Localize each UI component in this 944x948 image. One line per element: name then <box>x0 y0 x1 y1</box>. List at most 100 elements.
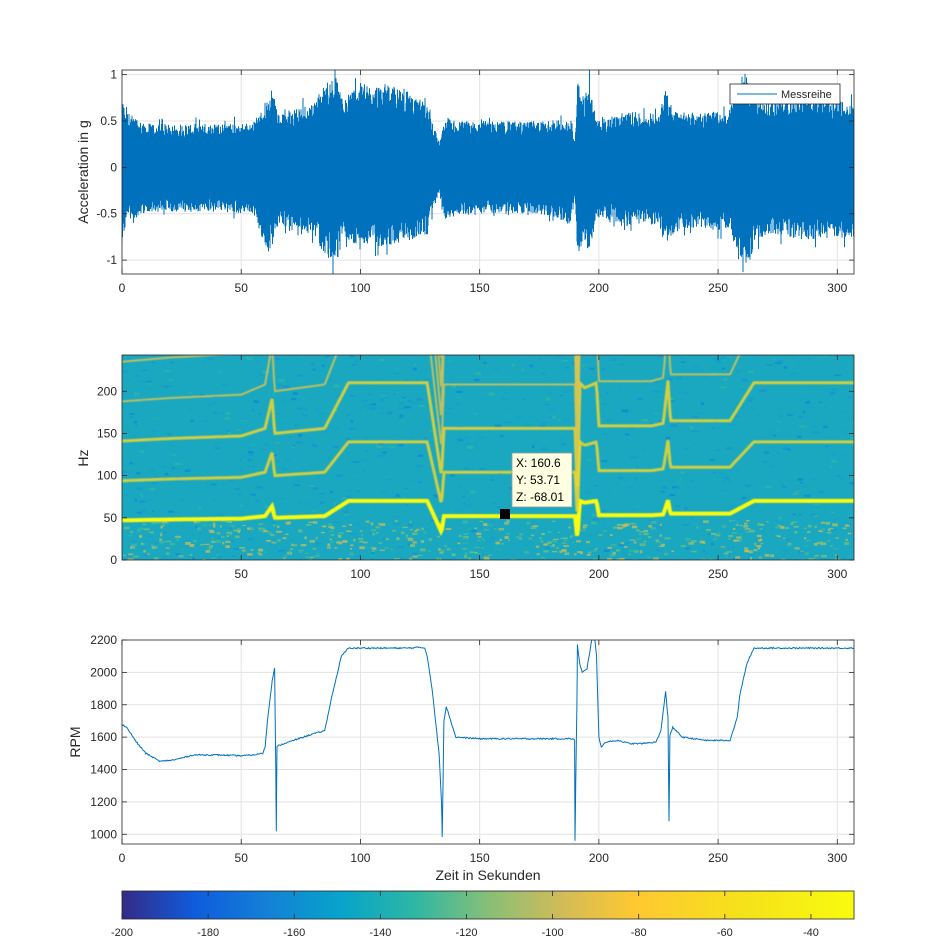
noise-speck <box>636 466 639 470</box>
noise-speck <box>211 401 217 404</box>
lowfreq-speck <box>794 547 800 550</box>
noise-speck <box>167 510 174 513</box>
lowfreq-speck <box>359 530 363 532</box>
acceleration-trace <box>122 70 854 274</box>
noise-speck <box>300 380 303 384</box>
lowfreq-speck <box>165 540 172 543</box>
noise-speck <box>302 357 305 360</box>
noise-speck <box>676 376 683 380</box>
colorbar-ticks: -200 -180 -160 -140 -120 -100 -80 -60 -40 <box>111 891 819 939</box>
noise-speck <box>560 438 565 441</box>
lowfreq-speck <box>127 558 134 560</box>
noise-speck <box>368 403 373 405</box>
lowfreq-speck <box>814 555 819 557</box>
noise-speck <box>336 474 342 477</box>
lowfreq-speck <box>267 540 271 542</box>
lowfreq-speck <box>327 543 331 546</box>
noise-speck <box>228 493 235 495</box>
lowfreq-speck <box>474 551 478 554</box>
lowfreq-speck <box>702 520 709 524</box>
noise-speck <box>448 359 454 363</box>
noise-speck <box>363 404 370 407</box>
lowfreq-speck <box>706 529 711 532</box>
noise-speck <box>848 523 851 526</box>
lowfreq-speck <box>458 535 462 537</box>
noise-speck <box>146 549 153 552</box>
noise-speck <box>562 390 569 393</box>
noise-speck <box>704 552 708 555</box>
noise-speck <box>537 357 542 361</box>
noise-speck <box>695 430 698 432</box>
noise-speck <box>423 474 427 477</box>
noise-speck <box>768 429 775 432</box>
noise-speck <box>501 385 507 388</box>
noise-speck <box>433 471 440 474</box>
noise-speck <box>378 406 384 409</box>
noise-speck <box>284 500 292 502</box>
lowfreq-speck <box>616 524 621 527</box>
noise-speck <box>154 542 159 545</box>
lowfreq-speck <box>409 529 413 531</box>
lowfreq-speck <box>226 531 233 535</box>
noise-speck <box>589 367 595 370</box>
lowfreq-speck <box>229 533 233 536</box>
noise-speck <box>392 515 399 518</box>
lowfreq-speck <box>338 534 342 538</box>
noise-speck <box>369 516 373 519</box>
noise-speck <box>132 435 136 437</box>
lowfreq-speck <box>620 542 625 545</box>
lowfreq-speck <box>588 551 592 553</box>
noise-speck <box>292 392 298 395</box>
noise-speck <box>820 404 824 406</box>
noise-speck <box>414 364 417 367</box>
noise-speck <box>641 418 648 422</box>
noise-speck <box>458 439 463 442</box>
noise-speck <box>646 556 651 559</box>
y-tick-label: 100 <box>97 469 117 483</box>
noise-speck <box>369 407 376 410</box>
axes-3-frame <box>121 639 855 845</box>
lowfreq-speck <box>259 527 266 531</box>
noise-speck <box>772 358 776 360</box>
lowfreq-speck <box>290 548 294 550</box>
lowfreq-speck <box>844 542 849 545</box>
lowfreq-speck <box>826 532 832 534</box>
lowfreq-speck <box>216 554 219 556</box>
noise-speck <box>259 529 262 532</box>
lowfreq-speck <box>423 531 427 534</box>
noise-speck <box>718 397 721 400</box>
noise-speck <box>713 471 716 475</box>
x-axis-label-3: Zeit in Sekunden <box>435 867 540 883</box>
noise-speck <box>228 539 235 542</box>
y-tick-label: 0 <box>110 553 117 567</box>
lowfreq-speck <box>166 521 170 524</box>
lowfreq-speck <box>306 523 312 526</box>
noise-speck <box>152 430 157 432</box>
noise-speck <box>412 552 418 555</box>
harmonic-4 <box>122 355 741 463</box>
lowfreq-speck <box>593 549 597 552</box>
lowfreq-speck <box>583 524 588 527</box>
noise-speck <box>637 397 643 400</box>
lowfreq-speck <box>552 544 555 547</box>
lowfreq-speck <box>610 534 613 536</box>
noise-speck <box>362 470 365 473</box>
noise-speck <box>678 422 682 424</box>
lowfreq-speck <box>829 527 834 530</box>
y-tick-label: 1400 <box>90 763 117 777</box>
harmonic-2 <box>122 439 854 512</box>
noise-speck <box>708 558 713 560</box>
lowfreq-speck <box>346 530 352 533</box>
lowfreq-speck <box>143 528 150 531</box>
noise-speck <box>837 364 844 366</box>
noise-speck <box>386 479 392 481</box>
lowfreq-speck <box>420 548 426 552</box>
lowfreq-speck <box>440 549 445 552</box>
noise-speck <box>307 442 310 444</box>
noise-speck <box>463 436 470 440</box>
lowfreq-speck <box>476 532 482 536</box>
lowfreq-speck <box>221 536 225 538</box>
noise-speck <box>761 529 766 533</box>
lowfreq-speck <box>483 556 489 559</box>
noise-speck <box>541 447 548 450</box>
